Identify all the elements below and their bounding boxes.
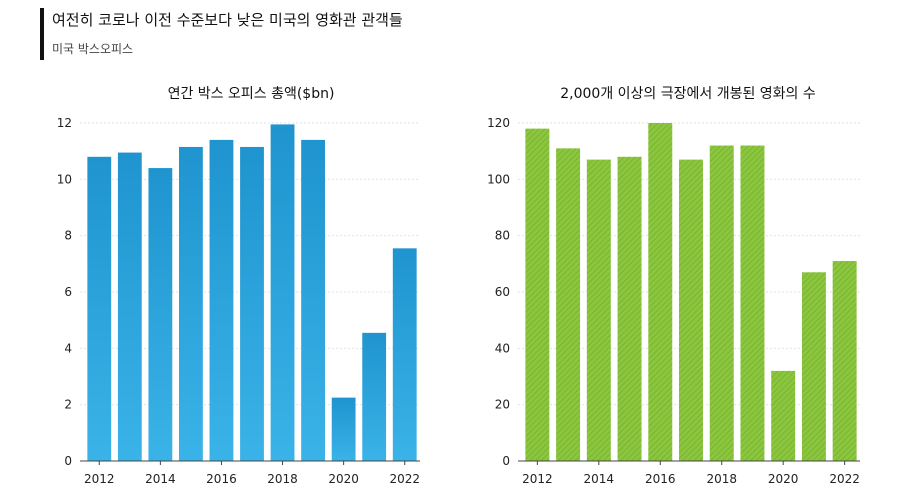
bar-2018 bbox=[709, 145, 734, 462]
y-tick-label: 2 bbox=[64, 398, 72, 412]
page-subtitle: 미국 박스오피스 bbox=[52, 42, 134, 56]
y-tick-label: 8 bbox=[64, 229, 72, 243]
bar-2015 bbox=[178, 146, 203, 462]
x-tick-label: 2022 bbox=[389, 472, 420, 486]
y-tick-label: 20 bbox=[495, 398, 510, 412]
x-tick-label: 2012 bbox=[522, 472, 553, 486]
bar-2014 bbox=[586, 159, 611, 461]
bar-2013 bbox=[556, 148, 581, 461]
y-tick-label: 40 bbox=[495, 341, 510, 355]
bar-2015 bbox=[617, 156, 642, 462]
bar-2018 bbox=[270, 124, 295, 462]
x-tick-label: 2016 bbox=[645, 472, 676, 486]
x-tick-label: 2018 bbox=[267, 472, 298, 486]
bar-2013 bbox=[117, 152, 142, 461]
x-tick-label: 2020 bbox=[768, 472, 799, 486]
bar-2022 bbox=[392, 248, 417, 461]
y-tick-label: 60 bbox=[495, 285, 510, 299]
y-tick-label: 100 bbox=[487, 172, 510, 186]
release-count-chart: 2,000개 이상의 극장에서 개봉된 영화의 수 0 20 40 60 80 100 120… bbox=[487, 86, 860, 486]
bar-2020 bbox=[331, 397, 356, 461]
y-tick-label: 0 bbox=[64, 454, 72, 468]
title-block: 여전히 코로나 이전 수준보다 낮은 미국의 영화관 관객들 미국 박스오피스 bbox=[40, 8, 403, 60]
x-tick-label: 2016 bbox=[206, 472, 237, 486]
x-tick-label: 2014 bbox=[584, 472, 615, 486]
bar-2019 bbox=[740, 145, 765, 462]
bar-2019 bbox=[301, 139, 326, 461]
bar-2017 bbox=[679, 159, 703, 461]
x-tick-label: 2018 bbox=[706, 472, 737, 486]
bar-2012 bbox=[525, 128, 550, 461]
bar-2021 bbox=[801, 272, 826, 461]
bar-2016 bbox=[209, 139, 234, 461]
y-tick-label: 80 bbox=[495, 229, 510, 243]
bar-2014 bbox=[148, 168, 173, 462]
chart-title: 2,000개 이상의 극장에서 개봉된 영화의 수 bbox=[560, 86, 816, 102]
y-tick-label: 10 bbox=[57, 172, 72, 186]
bar-2020 bbox=[771, 370, 796, 461]
x-tick-label: 2020 bbox=[328, 472, 359, 486]
x-tick-label: 2014 bbox=[145, 472, 176, 486]
x-tick-label: 2012 bbox=[84, 472, 115, 486]
bar-2022 bbox=[832, 261, 857, 461]
chart-title: 연간 박스 오피스 총액($bn) bbox=[168, 86, 335, 102]
bar-2021 bbox=[362, 332, 387, 461]
box-office-chart: 연간 박스 오피스 총액($bn) 0 2 4 6 8 10 12 2012 2014 2016 20… bbox=[57, 86, 420, 486]
y-tick-label: 6 bbox=[64, 285, 72, 299]
bar-2012 bbox=[87, 156, 112, 462]
y-tick-label: 0 bbox=[502, 454, 510, 468]
x-tick-label: 2022 bbox=[829, 472, 860, 486]
bar-2017 bbox=[240, 146, 264, 462]
y-tick-label: 120 bbox=[487, 116, 510, 130]
bar-2016 bbox=[648, 123, 673, 461]
y-tick-label: 12 bbox=[57, 116, 72, 130]
page-title: 여전히 코로나 이전 수준보다 낮은 미국의 영화관 관객들 bbox=[52, 11, 403, 29]
y-tick-label: 4 bbox=[64, 341, 72, 355]
